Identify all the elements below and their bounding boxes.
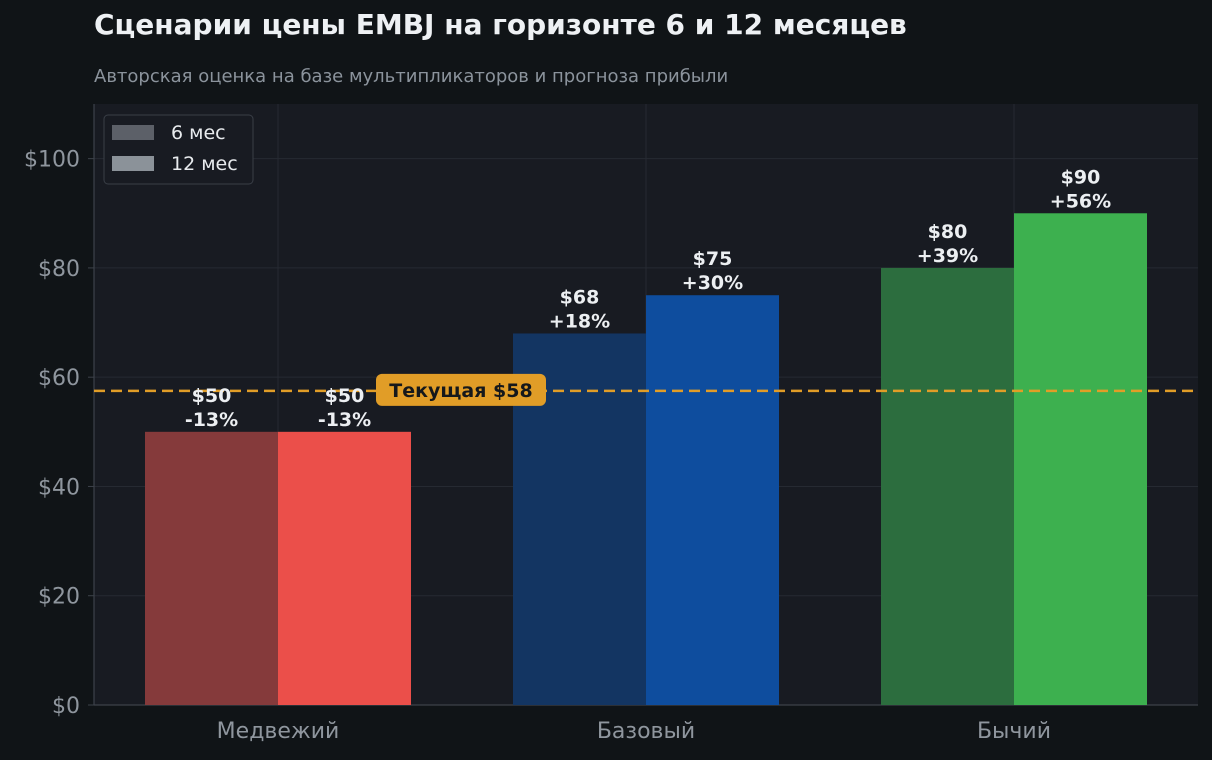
y-tick-label: $0 [52, 694, 80, 719]
legend: 6 мес 12 мес [103, 114, 254, 185]
bar-percent-label: -13% [185, 409, 238, 431]
y-tick-label: $100 [24, 148, 80, 173]
legend-label: 6 мес [171, 122, 226, 144]
y-tick-label: $60 [38, 366, 80, 391]
x-tick-label: Медвежий [217, 719, 340, 744]
x-tick-label: Бычий [977, 719, 1051, 744]
chart-subtitle: Авторская оценка на базе мультипликаторо… [94, 66, 729, 87]
current-price-label: Текущая $58 [389, 380, 532, 402]
bar-percent-label: +18% [549, 310, 610, 332]
y-tick-label: $40 [38, 475, 80, 500]
bar-value-label: $68 [560, 286, 600, 308]
bar-percent-label: +30% [682, 272, 743, 294]
current-price-label-box [376, 373, 546, 406]
bar-6m [145, 431, 278, 705]
bar-percent-label: +56% [1050, 190, 1111, 212]
x-tick-label: Базовый [597, 719, 695, 744]
bar-value-label: $90 [1061, 166, 1101, 188]
y-tick-label: $80 [38, 257, 80, 282]
bar-percent-label: -13% [318, 409, 371, 431]
bar-12m [646, 295, 779, 705]
bar-percent-label: +39% [917, 245, 978, 267]
y-tick-label: $20 [38, 585, 80, 610]
bar-value-label: $80 [928, 221, 968, 243]
legend-swatch [112, 125, 154, 140]
bar-12m [1014, 213, 1147, 706]
bar-value-label: $50 [192, 385, 232, 407]
legend-swatch [112, 156, 154, 171]
legend-label: 12 мес [171, 153, 238, 175]
bar-6m [881, 267, 1014, 705]
bar-value-label: $50 [325, 385, 365, 407]
bar-12m [278, 431, 411, 705]
bar-value-label: $75 [693, 248, 733, 270]
chart-title: Сценарии цены EMBJ на горизонте 6 и 12 м… [94, 8, 907, 41]
